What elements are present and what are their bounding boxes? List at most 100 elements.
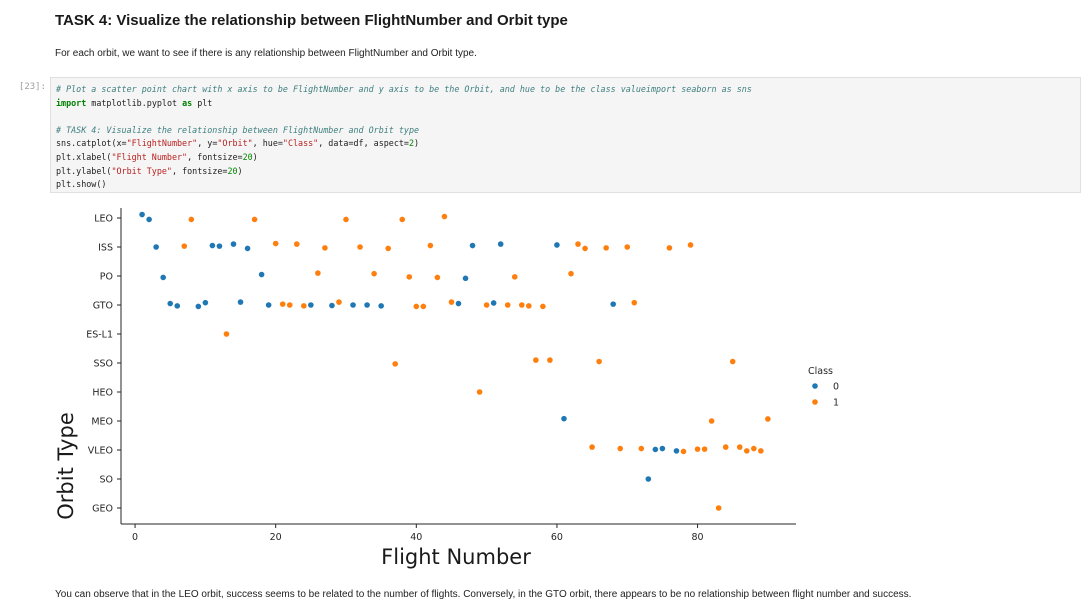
data-point-class-1 [765,416,771,422]
data-point-class-1 [301,303,307,309]
data-point-class-1 [476,389,483,395]
y-tick-label: LEO [94,214,113,225]
data-points [139,211,771,511]
cell-prompt: [23]: [18,82,46,92]
markdown-conclusion: You can observe that in the LEO orbit, s… [55,589,912,600]
data-point-class-1 [322,245,328,251]
data-point-class-1 [441,213,448,220]
code-token: ) [252,151,258,162]
data-point-class-1 [293,241,300,247]
code-token: , hue= [252,138,283,149]
data-point-class-1 [420,303,427,310]
code-editor[interactable]: # Plot a scatter point chart with x axis… [51,78,1080,197]
data-point-class-1 [582,245,588,252]
code-line: # TASK 4: Visualize the relationship bet… [56,125,419,135]
code-token: 20 [227,165,238,176]
data-point-class-0 [329,302,335,309]
code-token: , fontsize= [187,151,243,162]
data-point-class-0 [167,300,174,307]
data-point-class-0 [490,300,497,306]
data-point-class-0 [350,302,356,308]
data-point-class-1 [631,299,638,306]
data-point-class-1 [286,302,293,308]
data-point-class-0 [364,302,370,308]
code-token: "Orbit" [217,138,253,149]
data-point-class-1 [547,357,553,363]
data-point-class-0 [265,302,272,308]
data-point-class-0 [469,242,476,249]
code-line: # Plot a scatter point chart with x axis… [56,84,752,94]
scatter-chart: LEO ISS PO GTO ES-L1 SSO HEO MEO VLEO SO GEO 0 20 40… [54,208,839,569]
y-tick-label: VLEO [88,446,113,457]
data-point-class-1 [736,444,743,450]
x-tick-label: 40 [410,532,422,543]
data-point-class-0 [561,415,567,422]
data-point-class-1 [617,445,624,452]
y-tick-label: ES-L1 [86,330,113,341]
data-point-class-1 [483,302,490,308]
legend-label: 0 [833,382,839,393]
data-point-class-1 [385,245,391,252]
data-point-class-0 [202,299,209,306]
code-token: 2 [408,138,415,149]
data-point-class-1 [758,448,764,454]
legend-label: 1 [833,398,839,409]
code-token: "FlightNumber" [126,138,198,149]
data-point-class-0 [139,211,145,218]
data-point-class-0 [652,446,659,453]
data-point-class-1 [448,299,455,305]
y-axis-label: Orbit Type [54,412,78,519]
data-point-class-1 [715,505,722,511]
x-tick-label: 0 [132,532,138,543]
data-point-class-0 [378,303,384,309]
y-tick-label: SO [99,475,113,486]
code-token: , y= [197,138,218,149]
data-point-class-1 [666,245,673,251]
code-token: plt.show() [56,179,107,190]
code-token: matplotlib.pyplot [86,97,183,108]
legend-title: Class [808,366,833,377]
x-axis-label: Flight Number [381,545,531,569]
data-point-class-1 [279,301,286,307]
data-point-class-1 [624,244,631,250]
data-point-class-1 [751,445,757,452]
code-token: "Class" [282,138,319,149]
data-point-class-0 [308,302,314,308]
data-point-class-1 [272,240,279,247]
data-point-class-0 [230,241,237,247]
data-point-class-1 [223,331,230,337]
y-tick-label: HEO [92,388,113,399]
x-tick-label: 20 [270,532,282,543]
data-point-class-1 [181,243,188,249]
code-token: ) [237,165,243,176]
data-point-class-1 [596,358,602,365]
data-point-class-0 [174,303,181,309]
code-cell[interactable]: # Plot a scatter point chart with x axis… [50,77,1081,193]
data-point-class-1 [603,245,609,251]
data-point-class-1 [701,446,708,452]
data-point-class-1 [638,445,645,452]
y-tick-label: ISS [98,243,113,254]
code-line: plt.ylabel("Orbit Type", fontsize=20) [56,166,243,176]
code-token: "Orbit Type" [111,165,172,176]
data-point-class-1 [687,242,694,248]
data-point-class-0 [455,300,462,307]
code-token: plt [192,97,213,108]
data-point-class-1 [694,446,701,452]
data-point-class-0 [462,275,469,282]
data-point-class-1 [518,302,525,308]
data-point-class-0 [160,274,166,281]
data-point-class-1 [575,241,581,247]
data-point-class-1 [540,303,546,310]
x-tick-label: 60 [551,532,563,543]
code-line: import matplotlib.pyplot as plt [56,98,212,108]
data-point-class-1 [743,448,750,454]
legend-marker [812,383,818,389]
data-point-class-1 [251,216,258,223]
data-point-class-1 [188,216,195,223]
markdown-paragraph: For each orbit, we want to see if there … [55,48,477,59]
y-tick-label: GEO [92,504,113,515]
y-tick-label: SSO [93,359,113,370]
y-axis: LEO ISS PO GTO ES-L1 SSO HEO MEO VLEO SO GEO [86,208,122,524]
data-point-class-0 [216,243,223,249]
